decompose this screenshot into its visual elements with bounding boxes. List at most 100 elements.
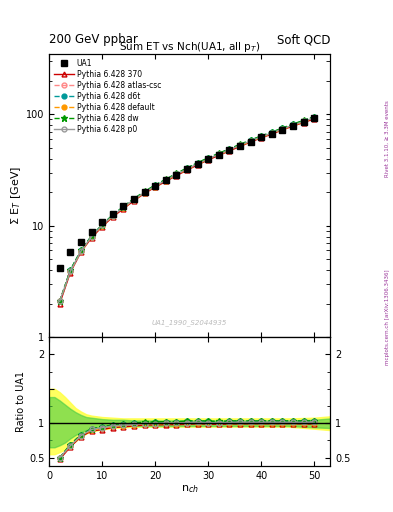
Pythia 6.428 dw [121,204,126,210]
X-axis label: n$_{ch}$: n$_{ch}$ [181,483,198,495]
Pythia 6.428 default [312,115,317,121]
Pythia 6.428 dw [79,247,83,253]
UA1 [312,115,317,121]
Pythia 6.428 dw [259,133,264,139]
Pythia 6.428 default [217,152,221,158]
Pythia 6.428 370 [185,167,189,173]
Pythia 6.428 p0 [301,118,306,124]
UA1 [89,229,94,235]
Pythia 6.428 dw [227,146,232,152]
Line: Pythia 6.428 p0: Pythia 6.428 p0 [57,115,317,304]
Pythia 6.428 atlas-csc [259,134,264,140]
Pythia 6.428 default [142,189,147,196]
Pythia 6.428 p0 [206,156,211,162]
Pythia 6.428 default [110,213,115,219]
Pythia 6.428 dw [57,298,62,304]
Pythia 6.428 d6t [121,204,126,210]
Pythia 6.428 d6t [57,298,62,304]
Line: Pythia 6.428 dw: Pythia 6.428 dw [57,114,317,304]
Pythia 6.428 atlas-csc [248,138,253,144]
Pythia 6.428 atlas-csc [142,189,147,196]
Pythia 6.428 d6t [110,212,115,218]
Pythia 6.428 atlas-csc [153,183,158,189]
Pythia 6.428 dw [291,121,296,127]
UA1 [100,219,105,225]
Pythia 6.428 atlas-csc [57,298,62,304]
UA1 [270,131,274,137]
Pythia 6.428 atlas-csc [301,118,306,124]
Pythia 6.428 d6t [301,117,306,123]
Pythia 6.428 d6t [291,121,296,127]
UA1 [68,249,73,255]
Y-axis label: $\Sigma$ E$_T$ [GeV]: $\Sigma$ E$_T$ [GeV] [9,166,23,225]
Line: Pythia 6.428 370: Pythia 6.428 370 [57,117,317,306]
Pythia 6.428 dw [270,129,274,135]
Pythia 6.428 370 [291,123,296,129]
Text: 200 GeV ppbar: 200 GeV ppbar [49,33,138,46]
Pythia 6.428 default [132,197,136,203]
Pythia 6.428 default [291,122,296,129]
Pythia 6.428 default [100,223,105,229]
Pythia 6.428 atlas-csc [185,166,189,172]
UA1 [174,172,179,178]
Pythia 6.428 default [79,248,83,254]
Pythia 6.428 default [259,134,264,140]
Pythia 6.428 370 [217,153,221,159]
Pythia 6.428 default [68,268,73,274]
Pythia 6.428 atlas-csc [174,172,179,178]
Pythia 6.428 370 [100,224,105,230]
UA1 [153,183,158,189]
Line: UA1: UA1 [57,116,317,270]
Pythia 6.428 d6t [132,196,136,202]
Pythia 6.428 atlas-csc [227,147,232,153]
Pythia 6.428 atlas-csc [121,204,126,210]
Pythia 6.428 default [238,143,242,149]
UA1 [259,135,264,141]
Pythia 6.428 dw [100,222,105,228]
Pythia 6.428 dw [185,165,189,171]
Pythia 6.428 p0 [174,172,179,178]
Pythia 6.428 p0 [291,122,296,128]
Pythia 6.428 d6t [195,160,200,166]
Legend: UA1, Pythia 6.428 370, Pythia 6.428 atlas-csc, Pythia 6.428 d6t, Pythia 6.428 de: UA1, Pythia 6.428 370, Pythia 6.428 atla… [53,57,163,135]
Pythia 6.428 p0 [280,126,285,132]
Pythia 6.428 atlas-csc [206,156,211,162]
Text: mcplots.cern.ch [arXiv:1306.3436]: mcplots.cern.ch [arXiv:1306.3436] [385,270,390,365]
Pythia 6.428 dw [217,150,221,156]
Pythia 6.428 p0 [238,142,242,148]
Pythia 6.428 p0 [57,298,62,304]
Pythia 6.428 default [57,298,62,304]
Pythia 6.428 p0 [89,233,94,240]
Text: UA1_1990_S2044935: UA1_1990_S2044935 [152,319,227,326]
Pythia 6.428 atlas-csc [238,142,242,148]
UA1 [142,189,147,195]
Pythia 6.428 dw [301,117,306,123]
Pythia 6.428 d6t [100,222,105,228]
Pythia 6.428 dw [142,188,147,195]
Pythia 6.428 370 [227,148,232,154]
Pythia 6.428 d6t [312,114,317,120]
Pythia 6.428 370 [68,269,73,275]
Pythia 6.428 p0 [185,166,189,172]
Pythia 6.428 default [195,161,200,167]
Pythia 6.428 dw [89,233,94,239]
Line: Pythia 6.428 atlas-csc: Pythia 6.428 atlas-csc [57,115,317,304]
Pythia 6.428 d6t [142,188,147,195]
Pythia 6.428 p0 [248,138,253,144]
Pythia 6.428 370 [195,162,200,168]
Pythia 6.428 atlas-csc [163,177,168,183]
Pythia 6.428 atlas-csc [217,151,221,157]
Pythia 6.428 default [185,166,189,173]
Pythia 6.428 default [248,138,253,144]
Pythia 6.428 p0 [110,212,115,219]
UA1 [110,211,115,217]
Pythia 6.428 d6t [163,177,168,183]
Pythia 6.428 p0 [312,115,317,121]
Pythia 6.428 370 [57,301,62,307]
UA1 [163,177,168,183]
Pythia 6.428 dw [68,267,73,273]
Pythia 6.428 d6t [259,133,264,139]
Pythia 6.428 default [270,131,274,137]
Pythia 6.428 dw [195,160,200,166]
UA1 [132,196,136,202]
